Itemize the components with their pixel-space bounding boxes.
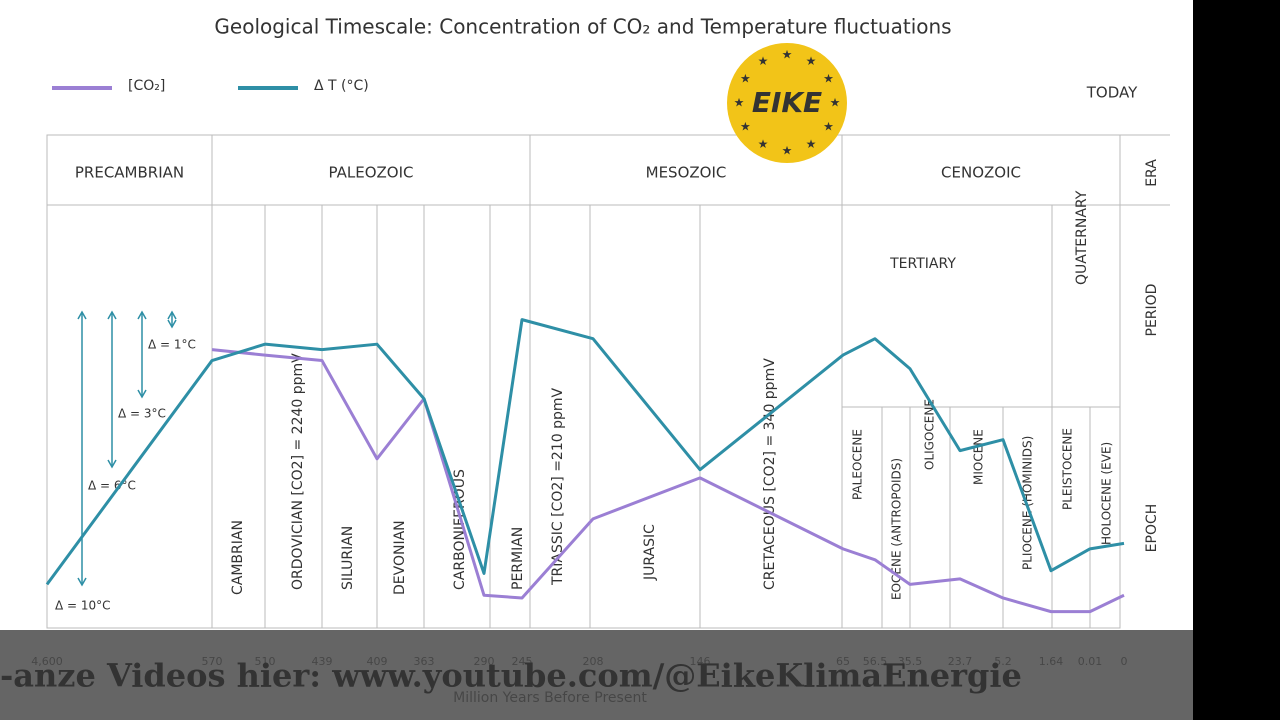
row-label: EPOCH — [1144, 504, 1160, 553]
delta-annotation: Δ = 3°C — [118, 407, 166, 421]
epoch-label: MIOCENE — [972, 429, 986, 485]
period-label: QUATERNARY — [1074, 190, 1090, 285]
chart-background — [0, 0, 1193, 720]
banner — [0, 630, 1193, 720]
logo-star: ★ — [740, 120, 751, 134]
logo-star: ★ — [758, 54, 769, 68]
logo-star: ★ — [806, 54, 817, 68]
row-label: PERIOD — [1144, 284, 1160, 337]
epoch-label: PALEOCENE — [851, 429, 865, 500]
logo-star: ★ — [823, 72, 834, 86]
logo-star: ★ — [830, 96, 841, 110]
epoch-label: OLIGOCENE — [923, 399, 937, 470]
data-line — [45, 318, 1125, 586]
delta-annotation: Δ = 6°C — [88, 479, 136, 493]
period-label: SILURIAN — [340, 526, 356, 590]
logo-star: ★ — [740, 72, 751, 86]
legend-label: Δ T (°C) — [314, 78, 369, 94]
frame — [46, 134, 1170, 629]
epoch-label: HOLOCENE (EVE) — [1100, 442, 1114, 545]
today-label: TODAY — [1086, 84, 1138, 102]
period-label: JURASIC — [642, 524, 658, 581]
logo-star: ★ — [823, 120, 834, 134]
logo-badge — [727, 43, 847, 163]
arrow-head — [77, 310, 87, 587]
epoch-label: PLEISTOCENE — [1061, 428, 1075, 510]
period-label: PERMIAN — [510, 527, 526, 590]
arrow-head — [107, 310, 117, 469]
logo-star: ★ — [782, 48, 793, 62]
banner-text: -anze Videos hier: www.youtube.com/@Eike… — [0, 657, 1022, 695]
logo-star: ★ — [734, 96, 745, 110]
arrow-head — [137, 310, 147, 399]
logo-text: EIKE — [752, 86, 822, 119]
period-label: TRIASSIC [CO2] =210 ppmV — [550, 387, 566, 586]
legend-label: [CO₂] — [128, 78, 165, 94]
row-label: ERA — [1144, 159, 1160, 187]
epoch-label: EOCENE (ANTROPOIDS) — [890, 458, 904, 600]
data-line — [211, 348, 1125, 614]
logo-star: ★ — [806, 137, 817, 151]
period-label: ORDOVICIAN [CO2] = 2240 ppmV — [290, 353, 306, 590]
chart-title: Geological Timescale: Concentration of C… — [214, 15, 951, 39]
era-label: PALEOZOIC — [329, 164, 414, 182]
arrow-head — [167, 310, 177, 329]
logo-star: ★ — [758, 137, 769, 151]
delta-annotation: Δ = 10°C — [55, 599, 111, 613]
era-label: PRECAMBRIAN — [75, 164, 184, 182]
period-label: CRETACEOUS [CO2] = 340 ppmV — [762, 358, 778, 590]
period-label: TERTIARY — [889, 256, 956, 272]
era-label: MESOZOIC — [646, 164, 727, 182]
period-label: CAMBRIAN — [230, 520, 246, 595]
period-label: DEVONIAN — [392, 520, 408, 595]
delta-annotation: Δ = 1°C — [148, 338, 196, 352]
era-label: CENOZOIC — [941, 164, 1021, 182]
logo-star: ★ — [782, 144, 793, 158]
